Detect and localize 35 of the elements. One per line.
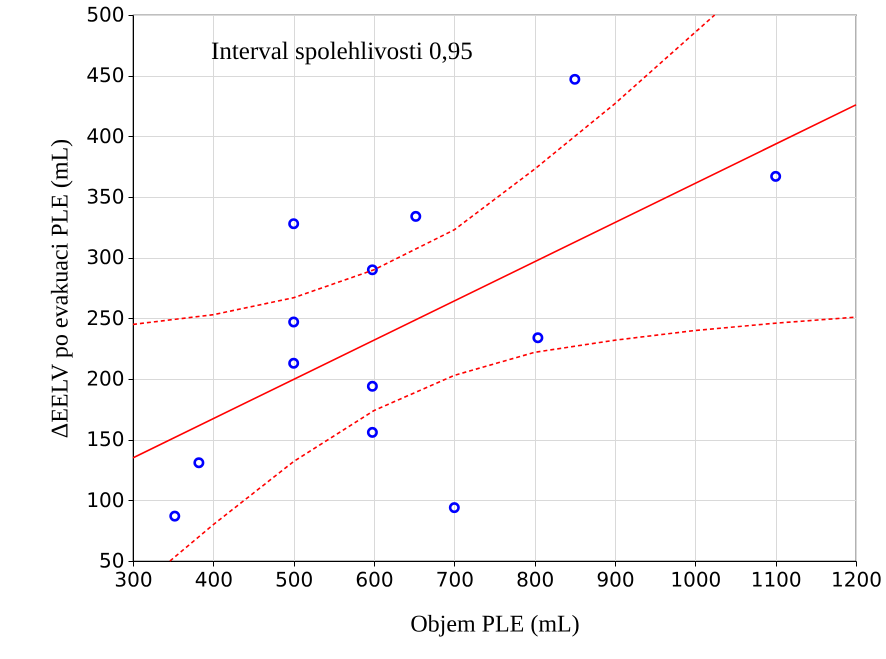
- point: [288, 316, 300, 328]
- point: [448, 502, 460, 514]
- point: [366, 380, 378, 392]
- x-axis-title: Objem PLE (mL): [410, 612, 580, 638]
- x-tick-label: 800: [516, 568, 554, 592]
- x-tick-label: 700: [436, 568, 474, 592]
- y-tick-label: 450: [86, 63, 124, 88]
- point: [288, 358, 300, 369]
- point: [288, 218, 300, 230]
- x-tick-label: 900: [596, 568, 635, 592]
- y-tick-label: 350: [86, 184, 124, 208]
- y-tick-label: 150: [86, 427, 124, 452]
- point: [532, 332, 544, 344]
- point: [410, 210, 422, 222]
- point: [366, 426, 378, 438]
- point: [366, 264, 378, 276]
- y-tick-label: 300: [86, 245, 124, 270]
- y-tick-label: 500: [86, 2, 124, 26]
- y-axis-title: ΔEELV po evakuaci PLE (mL): [47, 138, 74, 438]
- x-tick-label: 1000: [670, 568, 722, 592]
- x-tick-label: 1100: [750, 568, 802, 592]
- y-tick-label: 200: [86, 366, 124, 390]
- point: [569, 74, 580, 85]
- x-tick-label: 600: [355, 568, 394, 592]
- x-tick-label: 400: [194, 568, 233, 592]
- x-tick-label: 1200: [831, 568, 882, 592]
- x-tick-label: 500: [275, 568, 314, 592]
- point: [169, 510, 180, 522]
- y-tick-label: 250: [86, 306, 124, 330]
- line-series: [132, 14, 716, 326]
- annotation: Interval spolehlivosti 0,95: [211, 38, 473, 65]
- y-tick-label: 100: [86, 488, 124, 512]
- point: [770, 170, 782, 182]
- y-tick-label: 400: [86, 124, 124, 148]
- point: [193, 457, 204, 468]
